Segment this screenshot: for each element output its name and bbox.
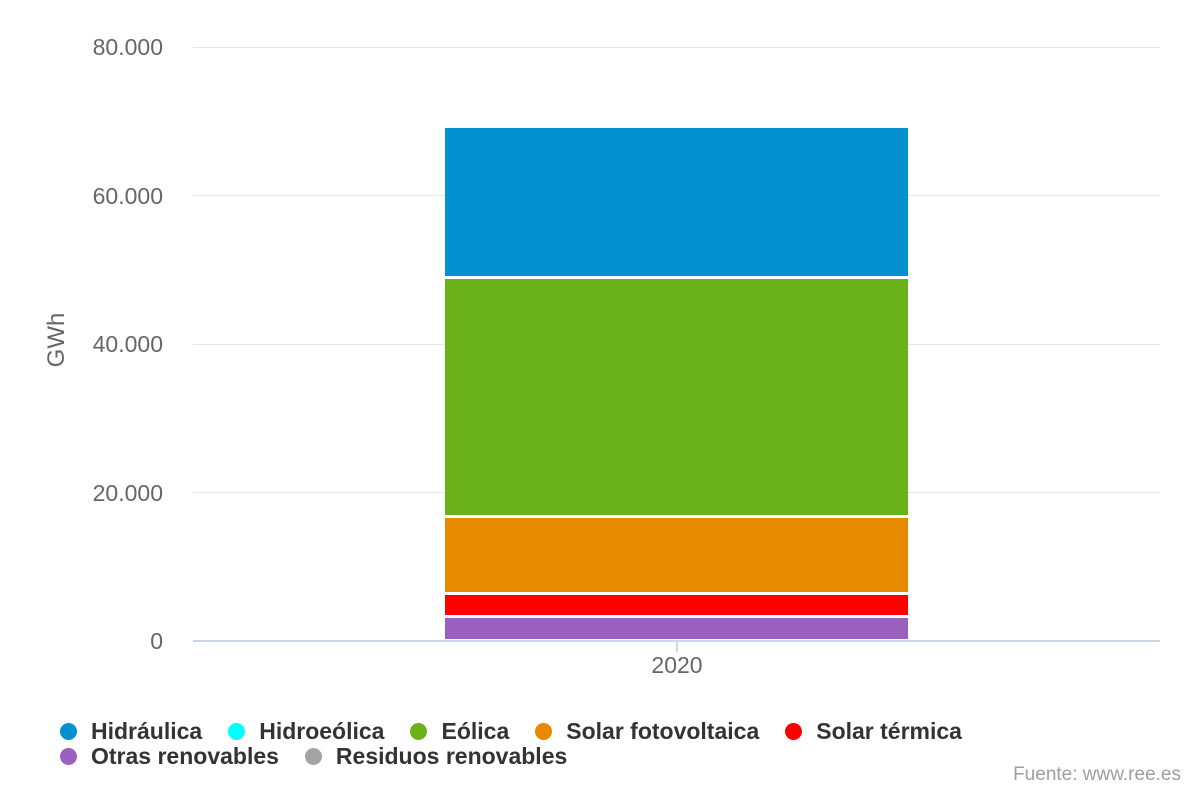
gridline-80000 [193, 46, 1160, 48]
legend-marker-icon-solar-fotovoltaica [535, 723, 553, 740]
y-tick-label-20000: 20.000 [92, 479, 163, 506]
x-axis-tick [676, 642, 678, 652]
y-tick-label-80000: 80.000 [92, 34, 163, 60]
legend-item-hidraulica[interactable]: Hidráulica [60, 718, 203, 744]
legend: Hidráulica Hidroeólica Eólica Solar fotovol… [60, 718, 1190, 769]
legend-item-solar-termica[interactable]: Solar térmica [785, 718, 962, 744]
bar-segment-otras-renovables[interactable] [445, 618, 908, 640]
bar-segment-solar-fotovoltaica[interactable] [445, 518, 908, 592]
bar-segment-eolica[interactable] [445, 279, 908, 516]
legend-label-residuos-renovables: Residuos renovables [335, 743, 568, 769]
legend-item-otras-renovables[interactable]: Otras renovables [60, 743, 279, 769]
legend-marker-icon-otras-renovables [60, 748, 77, 765]
legend-marker-icon-eolica [410, 723, 428, 740]
legend-marker-icon-hidroeolica [228, 723, 246, 740]
y-axis-title: GWh [43, 312, 70, 368]
source-credit: Fuente: www.ree.es [1013, 764, 1181, 785]
bar-segment-solar-termica[interactable] [445, 594, 908, 616]
legend-item-hidroeolica[interactable]: Hidroeólica [228, 718, 385, 744]
legend-item-eolica[interactable]: Eólica [410, 718, 510, 744]
legend-item-solar-fotovoltaica[interactable]: Solar fotovoltaica [535, 718, 760, 744]
bar-segment-hidraulica[interactable] [445, 127, 908, 277]
legend-label-solar-termica: Solar térmica [816, 718, 962, 744]
x-axis-category-label: 2020 [651, 652, 703, 678]
legend-label-hidraulica: Hidráulica [91, 718, 203, 744]
y-tick-label-60000: 60.000 [92, 182, 163, 209]
legend-label-solar-fotovoltaica: Solar fotovoltaica [566, 718, 760, 744]
y-tick-label-0: 0 [150, 628, 163, 654]
legend-marker-icon-hidraulica [60, 723, 77, 740]
legend-label-otras-renovables: Otras renovables [91, 743, 279, 769]
legend-marker-icon-residuos-renovables [304, 748, 322, 765]
legend-item-residuos-renovables[interactable]: Residuos renovables [304, 743, 568, 769]
legend-label-eolica: Eólica [441, 718, 510, 744]
legend-marker-icon-solar-termica [785, 723, 803, 740]
y-tick-label-40000: 40.000 [92, 331, 163, 357]
x-axis-line [193, 640, 1160, 642]
legend-label-hidroeolica: Hidroeólica [259, 718, 385, 744]
